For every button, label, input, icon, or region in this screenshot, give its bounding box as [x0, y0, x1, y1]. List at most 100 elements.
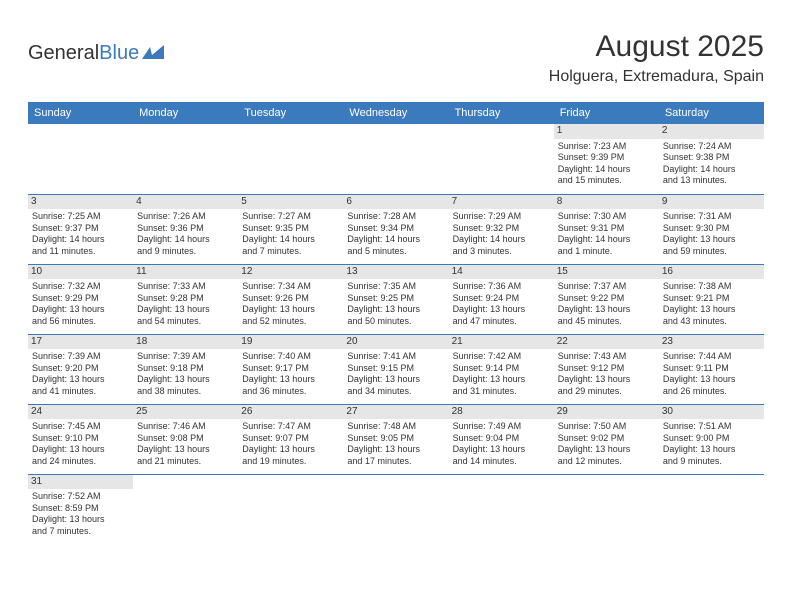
cell-line: Sunset: 9:31 PM: [558, 223, 655, 235]
cell-line: Sunset: 9:04 PM: [453, 433, 550, 445]
cell-line: Sunrise: 7:49 AM: [453, 421, 550, 433]
cell-line: and 31 minutes.: [453, 386, 550, 398]
cell-line: Sunset: 9:00 PM: [663, 433, 760, 445]
cell-line: Sunrise: 7:27 AM: [242, 211, 339, 223]
cell-line: Sunrise: 7:25 AM: [32, 211, 129, 223]
cell-line: and 34 minutes.: [347, 386, 444, 398]
cell-line: Daylight: 13 hours: [347, 444, 444, 456]
cell-line: Sunset: 9:25 PM: [347, 293, 444, 305]
calendar-cell: 27Sunrise: 7:48 AMSunset: 9:05 PMDayligh…: [343, 404, 448, 474]
calendar-cell: [449, 474, 554, 544]
cell-line: Sunrise: 7:23 AM: [558, 141, 655, 153]
cell-line: and 50 minutes.: [347, 316, 444, 328]
cell-line: Sunset: 9:05 PM: [347, 433, 444, 445]
calendar-head: SundayMondayTuesdayWednesdayThursdayFrid…: [28, 102, 764, 124]
cell-line: Sunrise: 7:52 AM: [32, 491, 129, 503]
cell-line: and 26 minutes.: [663, 386, 760, 398]
cell-line: Daylight: 13 hours: [663, 234, 760, 246]
cell-line: Sunset: 9:22 PM: [558, 293, 655, 305]
day-header: Saturday: [659, 102, 764, 124]
day-header: Monday: [133, 102, 238, 124]
cell-line: Daylight: 13 hours: [242, 444, 339, 456]
cell-line: Sunset: 9:32 PM: [453, 223, 550, 235]
cell-line: Sunset: 9:34 PM: [347, 223, 444, 235]
cell-line: Daylight: 13 hours: [663, 374, 760, 386]
day-number: 21: [449, 335, 554, 350]
calendar-cell: [28, 124, 133, 194]
calendar-table: SundayMondayTuesdayWednesdayThursdayFrid…: [28, 102, 764, 544]
day-number: 23: [659, 335, 764, 350]
cell-line: Daylight: 14 hours: [347, 234, 444, 246]
cell-line: Daylight: 14 hours: [137, 234, 234, 246]
cell-line: Daylight: 13 hours: [347, 374, 444, 386]
cell-line: Sunset: 9:29 PM: [32, 293, 129, 305]
cell-line: Sunrise: 7:33 AM: [137, 281, 234, 293]
cell-line: Daylight: 13 hours: [32, 514, 129, 526]
calendar-cell: 9Sunrise: 7:31 AMSunset: 9:30 PMDaylight…: [659, 194, 764, 264]
day-header: Thursday: [449, 102, 554, 124]
calendar-cell: 2Sunrise: 7:24 AMSunset: 9:38 PMDaylight…: [659, 124, 764, 194]
cell-line: and 17 minutes.: [347, 456, 444, 468]
day-header: Tuesday: [238, 102, 343, 124]
day-number: 4: [133, 195, 238, 210]
cell-line: Daylight: 13 hours: [347, 304, 444, 316]
cell-line: and 1 minute.: [558, 246, 655, 258]
cell-line: Sunset: 9:07 PM: [242, 433, 339, 445]
calendar-cell: [238, 474, 343, 544]
calendar-cell: 16Sunrise: 7:38 AMSunset: 9:21 PMDayligh…: [659, 264, 764, 334]
cell-line: Sunrise: 7:44 AM: [663, 351, 760, 363]
logo-mark-icon: [142, 45, 164, 59]
cell-line: Daylight: 14 hours: [663, 164, 760, 176]
cell-line: Daylight: 13 hours: [137, 374, 234, 386]
cell-line: Daylight: 13 hours: [242, 374, 339, 386]
calendar-cell: 17Sunrise: 7:39 AMSunset: 9:20 PMDayligh…: [28, 334, 133, 404]
cell-line: Daylight: 13 hours: [137, 304, 234, 316]
cell-line: and 59 minutes.: [663, 246, 760, 258]
cell-line: Sunrise: 7:30 AM: [558, 211, 655, 223]
day-number: 24: [28, 405, 133, 420]
cell-line: and 15 minutes.: [558, 175, 655, 187]
day-header: Sunday: [28, 102, 133, 124]
day-number: 10: [28, 265, 133, 280]
calendar-cell: 15Sunrise: 7:37 AMSunset: 9:22 PMDayligh…: [554, 264, 659, 334]
cell-line: Sunrise: 7:43 AM: [558, 351, 655, 363]
calendar-cell: 8Sunrise: 7:30 AMSunset: 9:31 PMDaylight…: [554, 194, 659, 264]
logo-text-1: General: [28, 42, 99, 65]
cell-line: Sunset: 9:28 PM: [137, 293, 234, 305]
cell-line: and 29 minutes.: [558, 386, 655, 398]
cell-line: Daylight: 13 hours: [558, 374, 655, 386]
cell-line: Sunset: 9:21 PM: [663, 293, 760, 305]
cell-line: Sunrise: 7:48 AM: [347, 421, 444, 433]
day-number: 13: [343, 265, 448, 280]
location: Holguera, Extremadura, Spain: [549, 68, 764, 86]
cell-line: Sunset: 9:30 PM: [663, 223, 760, 235]
cell-line: Sunrise: 7:34 AM: [242, 281, 339, 293]
calendar-row: 3Sunrise: 7:25 AMSunset: 9:37 PMDaylight…: [28, 194, 764, 264]
cell-line: Sunset: 9:37 PM: [32, 223, 129, 235]
cell-line: Sunrise: 7:39 AM: [137, 351, 234, 363]
cell-line: Sunset: 9:18 PM: [137, 363, 234, 375]
cell-line: and 54 minutes.: [137, 316, 234, 328]
cell-line: Daylight: 13 hours: [32, 304, 129, 316]
day-number: 18: [133, 335, 238, 350]
cell-line: Daylight: 14 hours: [453, 234, 550, 246]
calendar-cell: 28Sunrise: 7:49 AMSunset: 9:04 PMDayligh…: [449, 404, 554, 474]
cell-line: Sunrise: 7:50 AM: [558, 421, 655, 433]
cell-line: Sunset: 9:20 PM: [32, 363, 129, 375]
calendar-cell: 18Sunrise: 7:39 AMSunset: 9:18 PMDayligh…: [133, 334, 238, 404]
cell-line: Sunset: 9:02 PM: [558, 433, 655, 445]
cell-line: and 13 minutes.: [663, 175, 760, 187]
cell-line: Daylight: 13 hours: [453, 444, 550, 456]
cell-line: and 56 minutes.: [32, 316, 129, 328]
cell-line: Sunrise: 7:35 AM: [347, 281, 444, 293]
cell-line: and 43 minutes.: [663, 316, 760, 328]
cell-line: Sunset: 9:10 PM: [32, 433, 129, 445]
cell-line: Sunrise: 7:36 AM: [453, 281, 550, 293]
cell-line: Sunset: 9:11 PM: [663, 363, 760, 375]
calendar-cell: 26Sunrise: 7:47 AMSunset: 9:07 PMDayligh…: [238, 404, 343, 474]
cell-line: and 12 minutes.: [558, 456, 655, 468]
cell-line: Sunrise: 7:24 AM: [663, 141, 760, 153]
calendar-cell: 14Sunrise: 7:36 AMSunset: 9:24 PMDayligh…: [449, 264, 554, 334]
header: GeneralBlue August 2025 Holguera, Extrem…: [28, 30, 764, 86]
cell-line: Sunrise: 7:41 AM: [347, 351, 444, 363]
